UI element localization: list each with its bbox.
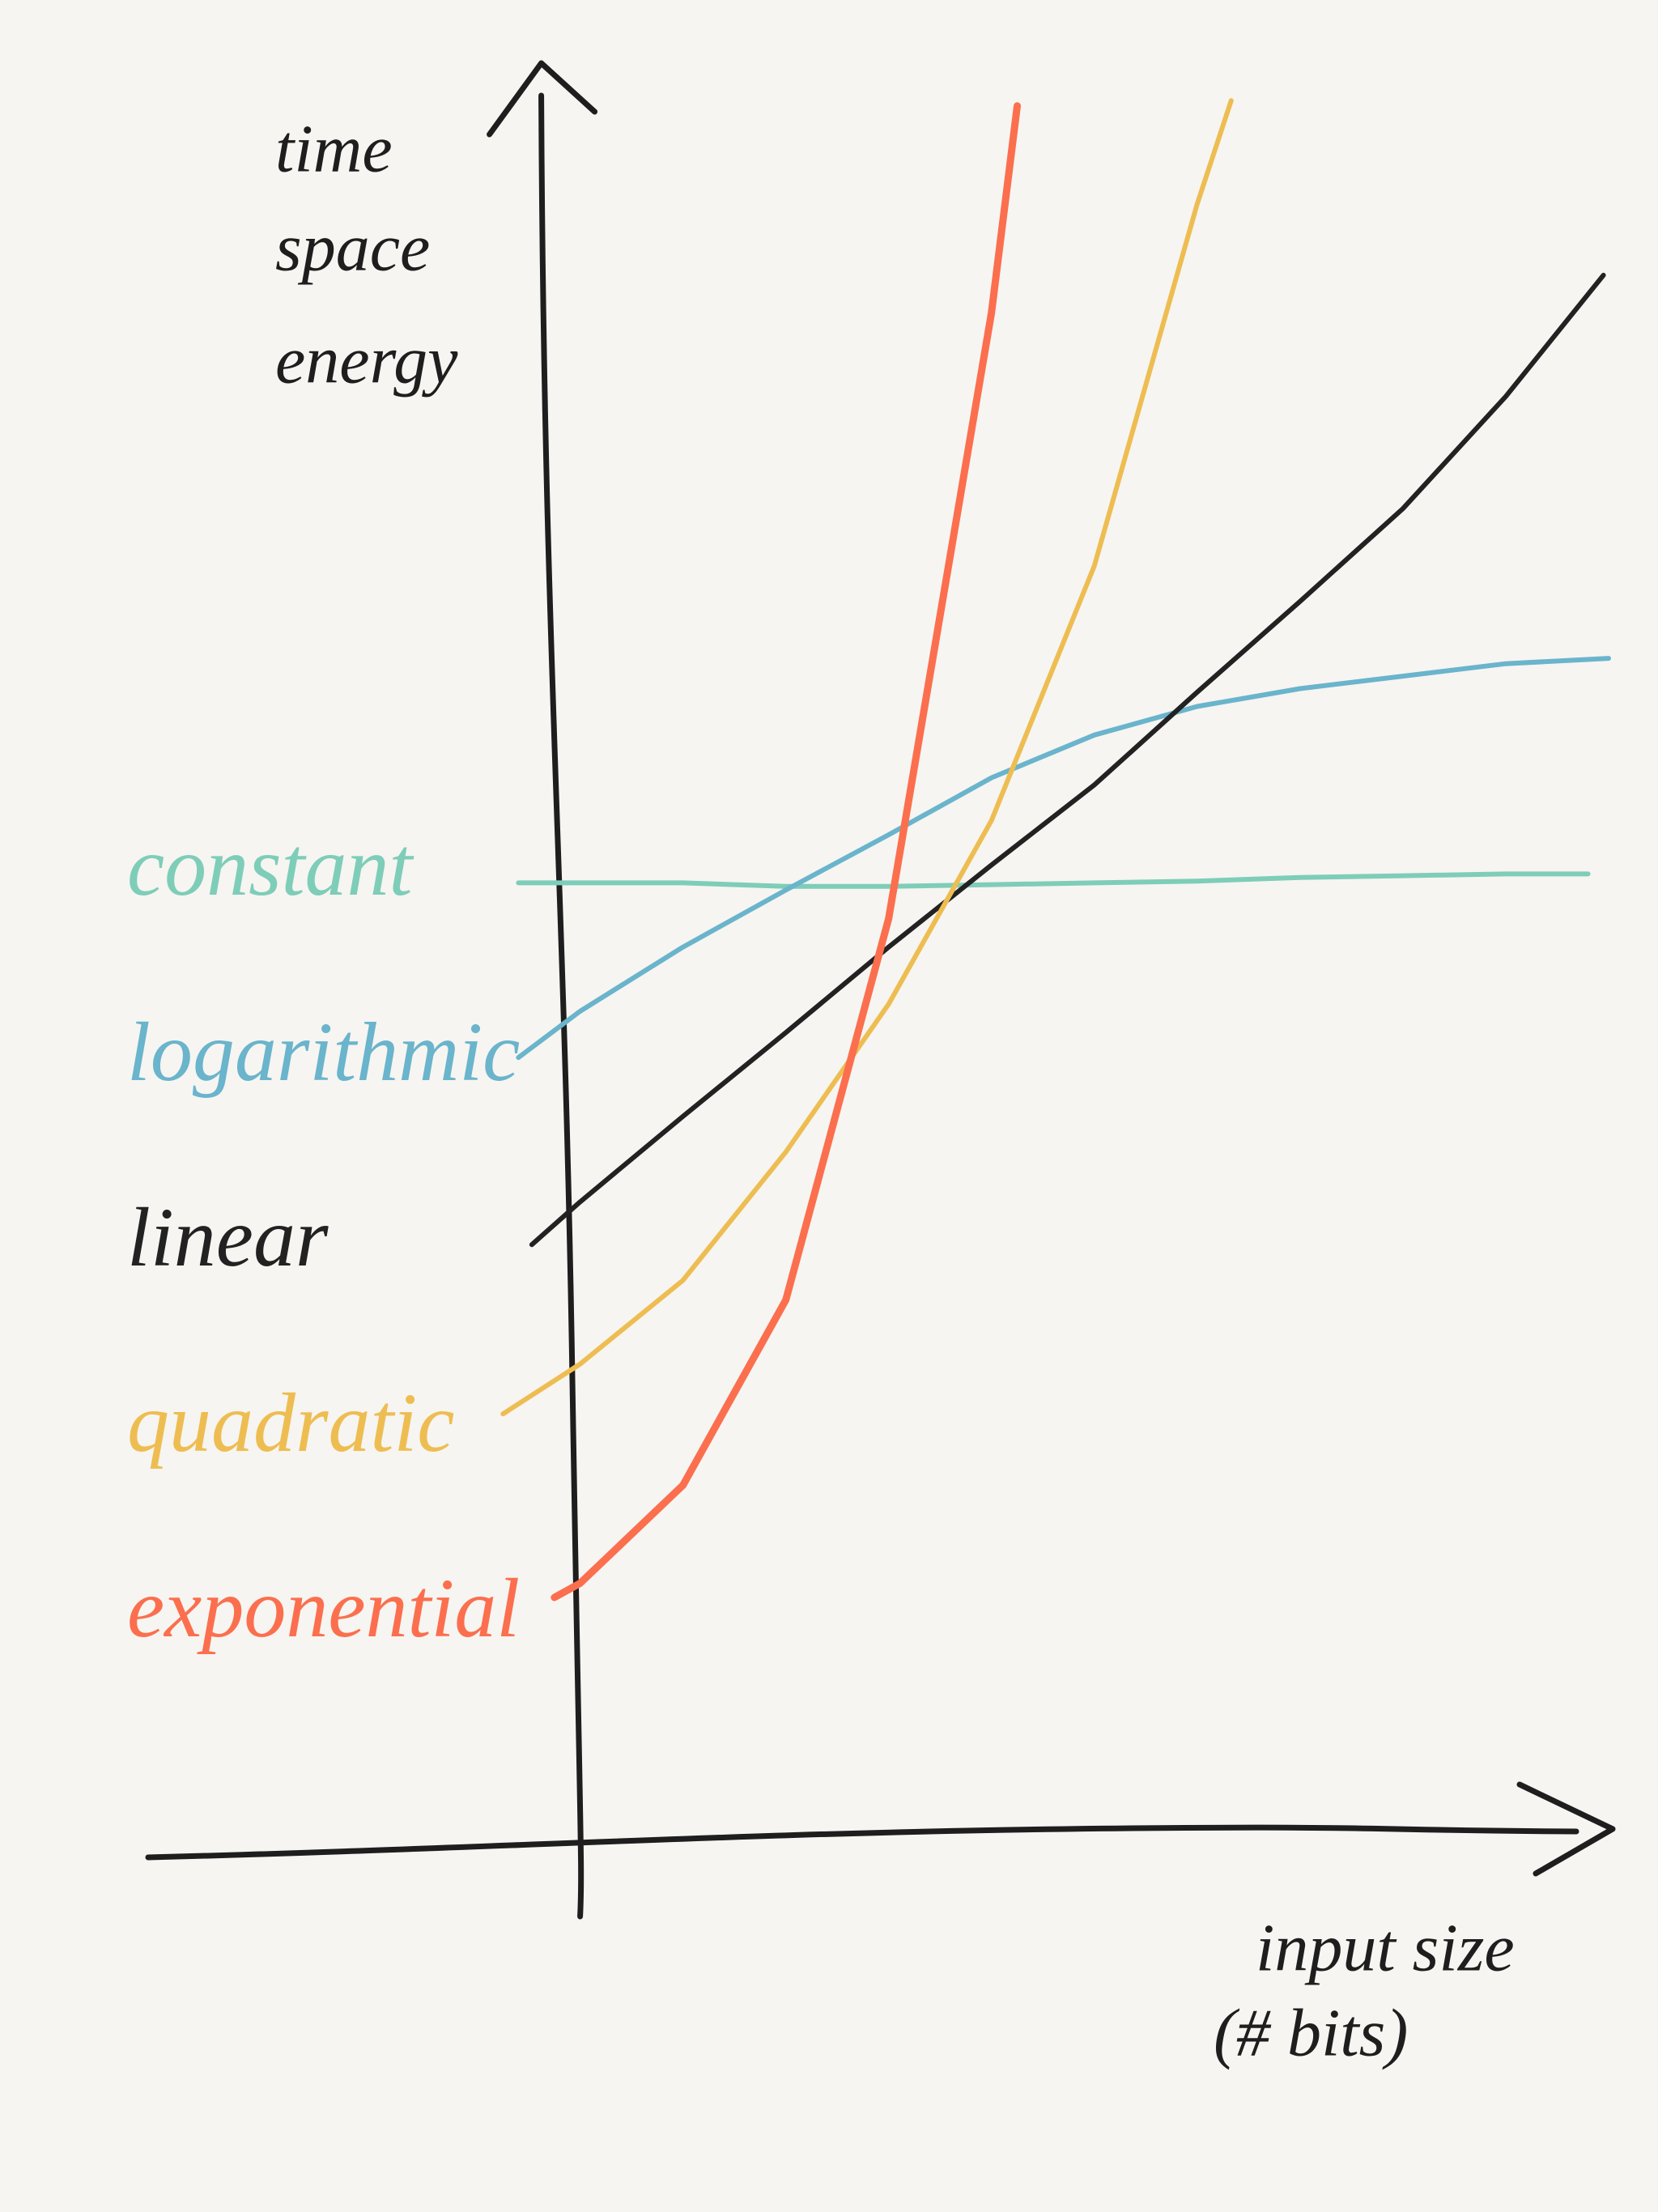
series-label: linear: [127, 1191, 329, 1284]
series-line: [500, 98, 1234, 1417]
y-axis-arrow: [487, 60, 598, 138]
x-axis-arrow: [1516, 1781, 1616, 1877]
series-line: [529, 272, 1606, 1248]
y-axis: [538, 92, 585, 1920]
y-axis-label: energy: [275, 322, 458, 398]
series-label: constant: [127, 820, 414, 913]
x-axis-label: (# bits): [1214, 1995, 1408, 2070]
series-label: exponential: [127, 1562, 520, 1655]
series-line: [516, 656, 1611, 1061]
y-axis-label: time: [275, 111, 393, 186]
x-axis-label: input size: [1256, 1910, 1515, 1985]
series-label: quadratic: [127, 1376, 454, 1470]
series-line: [551, 102, 1021, 1602]
series-label: logarithmic: [127, 1006, 520, 1099]
y-axis-label: space: [275, 210, 430, 285]
x-axis: [145, 1824, 1579, 1861]
series-line: [516, 871, 1591, 889]
